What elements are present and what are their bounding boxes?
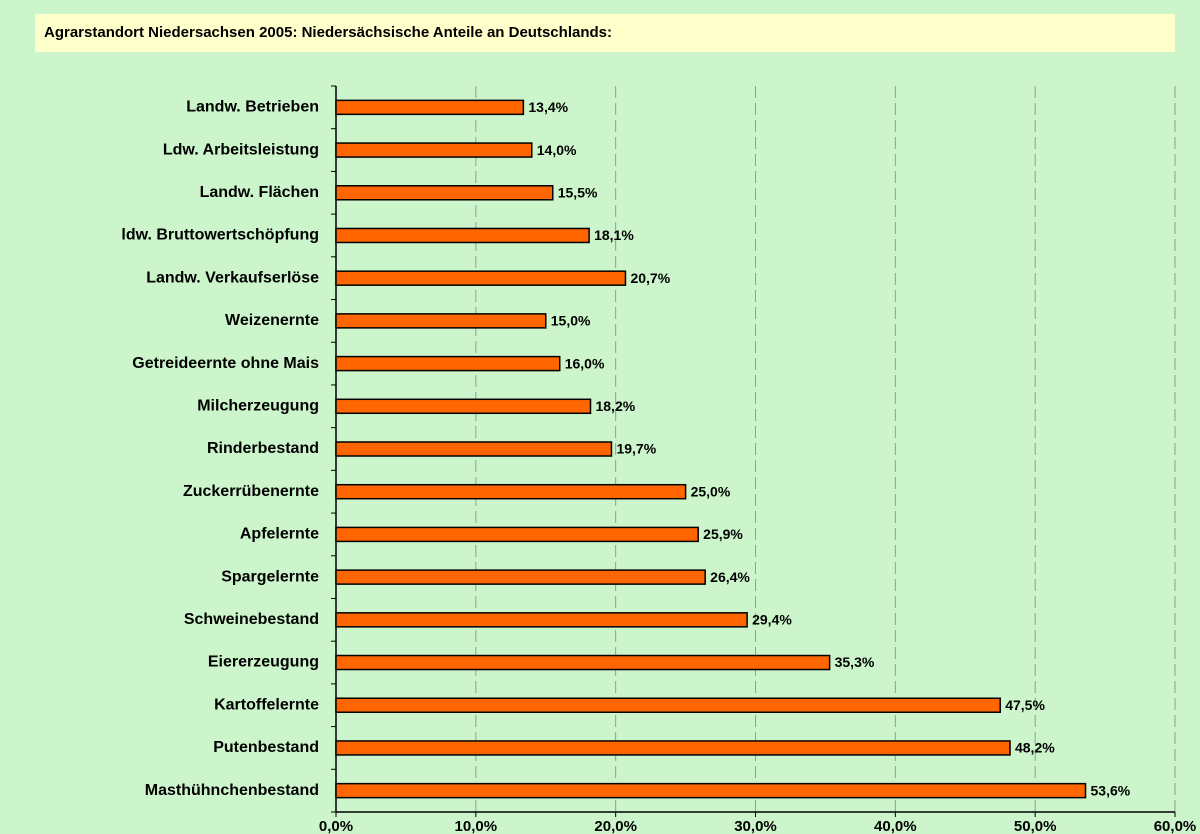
y-tick-label: Kartoffelernte: [214, 696, 319, 713]
value-label: 25,0%: [691, 483, 731, 499]
y-tick-label: Schweinebestand: [184, 611, 319, 628]
y-tick-label: Rinderbestand: [207, 440, 319, 457]
value-label: 25,9%: [703, 526, 743, 542]
x-tick-label: 20,0%: [594, 818, 637, 834]
y-tick-label: Apfelernte: [240, 526, 319, 543]
bar: [335, 569, 706, 585]
value-label: 47,5%: [1005, 697, 1045, 713]
bar: [335, 441, 613, 457]
y-tick-label: Eiererzeugung: [208, 654, 319, 671]
value-label: 19,7%: [616, 441, 656, 457]
y-tick-label: Weizenernte: [225, 312, 319, 329]
y-tick-label: ldw. Bruttowertschöpfung: [121, 227, 319, 244]
bar: [335, 612, 748, 628]
value-label: 13,4%: [528, 99, 568, 115]
value-label: 16,0%: [565, 355, 605, 371]
value-label: 53,6%: [1091, 782, 1131, 798]
bar: [335, 313, 547, 329]
bar: [335, 227, 590, 244]
value-label: 18,1%: [594, 227, 634, 243]
y-tick-label: Zuckerrübenernte: [183, 483, 319, 500]
value-label: 15,5%: [558, 184, 598, 200]
title-box: [35, 14, 1175, 52]
value-label: 29,4%: [752, 612, 792, 628]
value-label: 26,4%: [710, 569, 750, 585]
y-tick-label: Ldw. Arbeitsleistung: [163, 141, 319, 158]
x-tick-label: 0,0%: [319, 818, 353, 834]
x-tick-label: 10,0%: [455, 818, 498, 834]
value-label: 48,2%: [1015, 740, 1055, 756]
x-tick-label: 60,0%: [1154, 818, 1197, 834]
y-tick-label: Putenbestand: [213, 739, 319, 756]
y-tick-label: Spargelernte: [221, 568, 319, 585]
x-tick-label: 50,0%: [1014, 818, 1057, 834]
y-tick-label: Landw. Betrieben: [186, 99, 319, 116]
y-tick-label: Landw. Flächen: [200, 184, 319, 201]
bar: [335, 740, 1011, 756]
value-label: 18,2%: [595, 398, 635, 414]
bar: [335, 483, 687, 500]
value-label: 15,0%: [551, 313, 591, 329]
x-tick-label: 40,0%: [874, 818, 917, 834]
bar: [335, 270, 627, 286]
value-label: 35,3%: [835, 654, 875, 670]
bar: [335, 398, 592, 415]
bar: [335, 782, 1087, 799]
bar: [335, 355, 561, 372]
value-label: 14,0%: [537, 142, 577, 158]
y-tick-label: Milcherzeugung: [197, 398, 319, 415]
y-tick-label: Getreideernte ohne Mais: [132, 355, 319, 372]
y-tick-label: Masthühnchenbestand: [145, 782, 319, 799]
chart-title: Agrarstandort Niedersachsen 2005: Nieder…: [44, 24, 612, 41]
bar: [335, 697, 1001, 713]
x-tick-label: 30,0%: [734, 818, 777, 834]
bar: [335, 185, 554, 201]
value-label: 20,7%: [630, 270, 670, 286]
bar: [335, 142, 533, 158]
y-tick-label: Landw. Verkaufserlöse: [146, 269, 319, 286]
bar: [335, 99, 525, 116]
bar: [335, 654, 831, 671]
bar: [335, 526, 699, 543]
